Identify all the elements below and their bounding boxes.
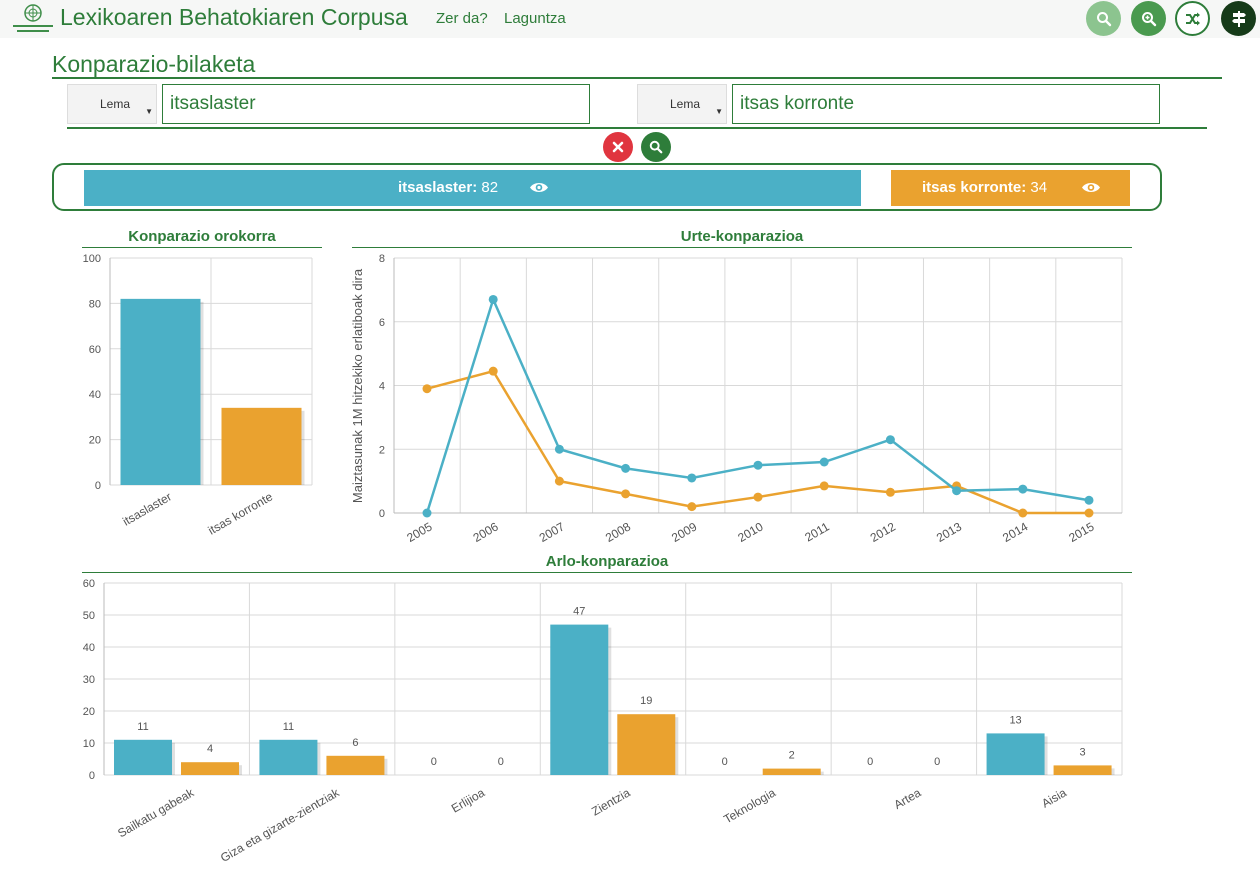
x-tick-label: itsas korronte bbox=[206, 489, 276, 537]
chevron-down-icon: ▼ bbox=[715, 107, 723, 116]
zoom-in-icon bbox=[1141, 11, 1156, 26]
right-type-label: Lema bbox=[670, 97, 701, 111]
y-tick-label: 80 bbox=[89, 298, 101, 310]
result-right-term: itsas korronte: bbox=[922, 179, 1027, 196]
left-type-label: Lema bbox=[100, 97, 131, 111]
yearly-chart-divider bbox=[352, 247, 1132, 248]
yearly-chart-title: Urte-konparazioa bbox=[680, 228, 804, 245]
page-title: Konparazio-bilaketa bbox=[52, 51, 256, 77]
result-left-text: itsaslaster: 82 bbox=[398, 179, 498, 196]
top-bar: Lexikoaren Behatokiaren Corpusa Zer da? … bbox=[0, 0, 1260, 38]
bar-itsaslaster bbox=[120, 298, 201, 485]
left-type-dropdown[interactable]: Lema ▼ bbox=[67, 84, 157, 124]
chevron-down-icon: ▼ bbox=[145, 107, 153, 116]
search-icon bbox=[649, 140, 663, 154]
result-left-count: 82 bbox=[481, 179, 499, 196]
results-panel bbox=[52, 163, 1162, 211]
right-term-input[interactable] bbox=[732, 84, 1160, 124]
logo-icon bbox=[13, 4, 53, 32]
result-right-count: 34 bbox=[1030, 179, 1048, 196]
y-tick-label: 40 bbox=[89, 389, 101, 401]
search-divider bbox=[67, 127, 1207, 129]
y-tick-label: 100 bbox=[83, 253, 101, 265]
x-tick-label: itsaslaster bbox=[120, 489, 174, 528]
zoom-search-button[interactable] bbox=[1131, 1, 1166, 36]
navigation-button[interactable] bbox=[1221, 1, 1256, 36]
left-term-input[interactable] bbox=[162, 84, 590, 124]
overall-chart-title: Konparazio orokorra bbox=[128, 228, 276, 245]
result-left-term: itsaslaster: bbox=[398, 179, 478, 196]
field-chart-divider bbox=[82, 572, 1132, 573]
result-right-text: itsas korronte: 34 bbox=[922, 179, 1047, 196]
compare-button[interactable] bbox=[1175, 1, 1210, 36]
result-bar-left[interactable]: itsaslaster: 82 bbox=[84, 170, 861, 206]
search-icon bbox=[1096, 11, 1111, 26]
close-icon bbox=[612, 141, 624, 153]
result-bar-right[interactable]: itsas korronte: 34 bbox=[891, 170, 1130, 206]
site-title[interactable]: Lexikoaren Behatokiaren Corpusa bbox=[60, 4, 408, 30]
compare-search-button[interactable] bbox=[641, 132, 671, 162]
eye-icon[interactable] bbox=[1081, 181, 1101, 194]
nav-laguntza[interactable]: Laguntza bbox=[504, 10, 566, 27]
clear-button[interactable] bbox=[603, 132, 633, 162]
eye-icon[interactable] bbox=[529, 181, 549, 194]
y-tick-label: 20 bbox=[89, 435, 101, 447]
y-tick-label: 60 bbox=[89, 344, 101, 356]
nav-zer-da[interactable]: Zer da? bbox=[436, 10, 488, 27]
overall-chart-divider bbox=[82, 247, 322, 248]
y-tick-label: 0 bbox=[95, 480, 101, 492]
shuffle-icon bbox=[1185, 12, 1200, 25]
right-type-dropdown[interactable]: Lema ▼ bbox=[637, 84, 727, 124]
signpost-icon bbox=[1231, 10, 1246, 27]
title-divider bbox=[52, 77, 1222, 79]
search-button[interactable] bbox=[1086, 1, 1121, 36]
field-chart-title: Arlo-konparazioa bbox=[545, 553, 669, 570]
bar-itsas-korronte bbox=[221, 407, 302, 485]
